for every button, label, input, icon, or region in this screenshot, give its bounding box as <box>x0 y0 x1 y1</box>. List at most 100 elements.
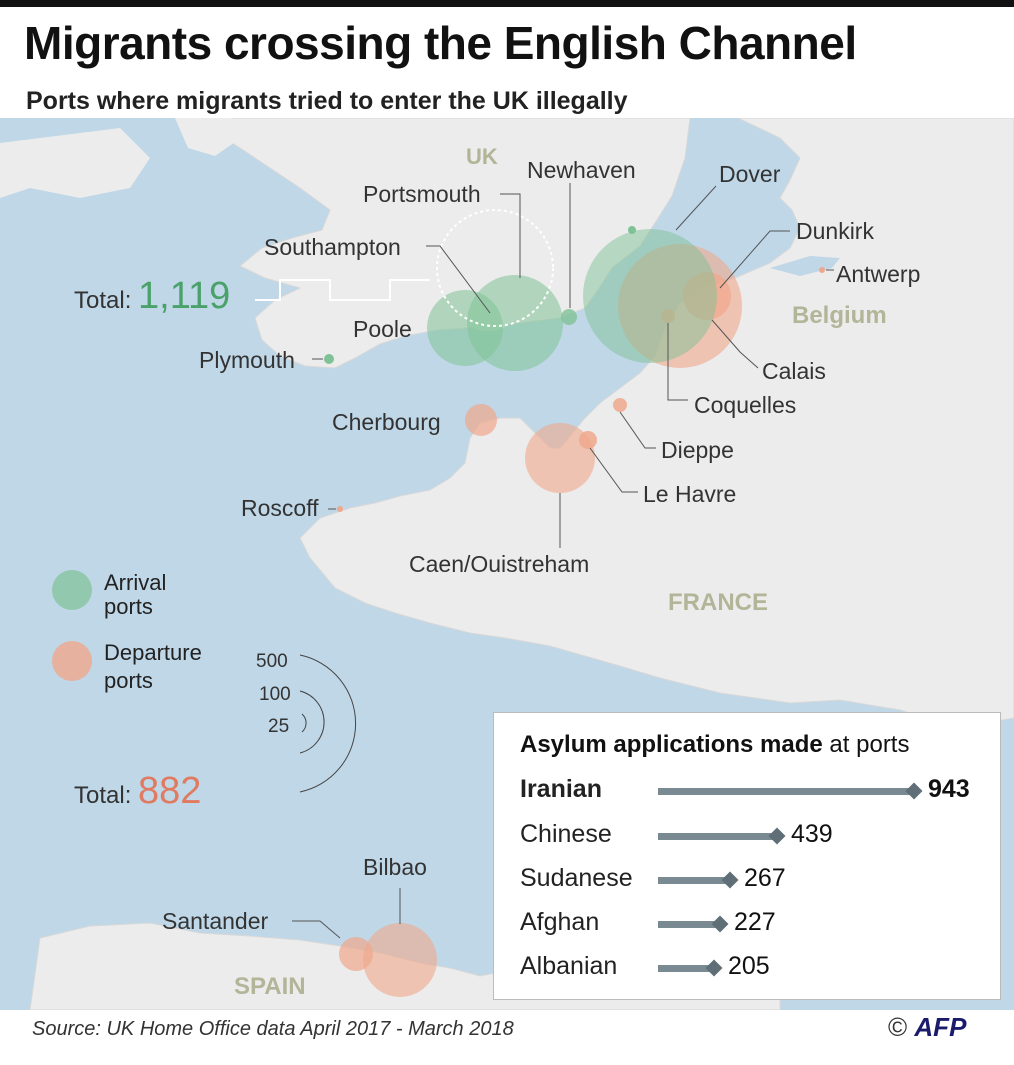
label-portsmouth: Portsmouth <box>363 181 481 207</box>
departure-bubble-roscoff <box>337 506 343 512</box>
departure-total: Total: 882 <box>74 770 201 812</box>
asylum-bar <box>658 833 777 840</box>
asylum-title-bold: Asylum applications made <box>520 731 823 758</box>
departure-bubble-le-havre <box>579 431 597 449</box>
asylum-row: Afghan 227 <box>494 904 1002 944</box>
asylum-row-label: Albanian <box>520 952 618 980</box>
scale-label-500: 500 <box>256 651 288 672</box>
label-dunkirk: Dunkirk <box>796 218 874 244</box>
legend-arrival-swatch <box>52 570 92 610</box>
leader-le-havre <box>589 447 638 493</box>
asylum-bar-marker <box>768 827 786 845</box>
asylum-bar-marker <box>905 782 923 800</box>
asylum-row-label: Afghan <box>520 908 600 936</box>
label-roscoff: Roscoff <box>241 495 319 521</box>
sea-scheldt <box>770 256 840 276</box>
arrival-bubble-dover-small <box>628 226 636 234</box>
asylum-bar <box>658 877 730 884</box>
label-coquelles: Coquelles <box>694 392 796 418</box>
asylum-row-value: 267 <box>744 864 786 892</box>
leader-southampton <box>426 245 491 314</box>
legend-departure-label-2: ports <box>104 668 153 693</box>
arrival-total-value: 1,119 <box>138 275 230 317</box>
label-southampton: Southampton <box>264 234 401 260</box>
asylum-bar <box>658 921 720 928</box>
country-label-uk: UK <box>466 144 498 169</box>
land-continent <box>299 118 1014 729</box>
label-antwerp: Antwerp <box>836 261 920 287</box>
asylum-row-label: Sudanese <box>520 864 633 892</box>
asylum-panel: Asylum applications made at ports Irania… <box>493 712 1001 1000</box>
departure-bubble-santander <box>339 937 373 971</box>
country-label-france: FRANCE <box>668 589 768 616</box>
label-newhaven: Newhaven <box>527 157 636 183</box>
leader-calais <box>711 319 759 369</box>
asylum-title-rest: at ports <box>822 731 910 758</box>
asylum-row-value: 227 <box>734 908 776 936</box>
page-title: Migrants crossing the English Channel <box>24 17 857 69</box>
legend-arrival-label-1: Arrival <box>104 570 166 595</box>
asylum-row-value: 205 <box>728 952 770 980</box>
label-dieppe: Dieppe <box>661 437 734 463</box>
label-bilbao: Bilbao <box>363 854 427 880</box>
country-label-spain: SPAIN <box>234 973 306 1000</box>
label-le-havre: Le Havre <box>643 481 736 507</box>
arrival-bubble-newhaven <box>561 309 577 325</box>
label-cherbourg: Cherbourg <box>332 409 441 435</box>
land-wales-south <box>175 118 238 156</box>
leader-portsmouth <box>500 193 521 278</box>
legend-departure-swatch <box>52 641 92 681</box>
asylum-row-value: 943 <box>928 775 970 803</box>
legend-arrival-label-2: ports <box>104 594 153 619</box>
departure-bubble-caen <box>525 423 595 493</box>
leader-dover <box>675 185 717 231</box>
asylum-bar <box>658 965 714 972</box>
arrival-total: Total: 1,119 <box>74 275 230 317</box>
asylum-row: Albanian 205 <box>494 948 1002 988</box>
leader-santander <box>292 920 341 939</box>
legend-departure-label-1: Departure <box>104 640 202 665</box>
asylum-bar <box>658 788 914 795</box>
asylum-bar-marker <box>711 915 729 933</box>
leader-dunkirk <box>719 230 790 289</box>
channel-map: UK Belgium FRANCE SPAIN Po <box>0 118 1014 1010</box>
label-caen: Caen/Ouistreham <box>409 551 589 577</box>
departure-bubble-cherbourg <box>465 404 497 436</box>
scale-arc-100 <box>299 690 325 754</box>
arrival-bubble-dover <box>583 229 717 363</box>
afp-logo: AFP <box>914 1012 967 1042</box>
departure-bubble-dieppe <box>613 398 627 412</box>
departure-bubble-antwerp <box>819 267 825 273</box>
arrival-bubble-plymouth <box>324 354 334 364</box>
leader-dieppe <box>619 411 656 449</box>
arrival-bubble-portsmouth <box>467 275 563 371</box>
scale-arc-25 <box>301 713 307 733</box>
arrival-total-connector <box>255 279 430 301</box>
label-calais: Calais <box>762 358 826 384</box>
source-note: Source: UK Home Office data April 2017 -… <box>32 1018 514 1040</box>
scale-arc-500 <box>299 654 357 793</box>
label-dover: Dover <box>719 161 781 187</box>
departure-total-value: 882 <box>138 770 201 812</box>
scale-label-25: 25 <box>268 716 289 737</box>
land-wales <box>0 128 150 198</box>
asylum-row: Sudanese 267 <box>494 860 1002 900</box>
scale-label-100: 100 <box>259 684 291 705</box>
country-label-belgium: Belgium <box>792 302 887 329</box>
top-rule <box>0 0 1014 7</box>
credit: © AFP <box>888 1012 966 1043</box>
label-santander: Santander <box>162 908 268 934</box>
ghost-bubble-portsmouth <box>436 209 554 327</box>
page-subtitle: Ports where migrants tried to enter the … <box>26 87 628 115</box>
asylum-title: Asylum applications made at ports <box>520 731 909 759</box>
asylum-row-value: 439 <box>791 820 833 848</box>
asylum-bar-marker <box>705 959 723 977</box>
label-plymouth: Plymouth <box>199 347 295 373</box>
label-poole: Poole <box>353 316 412 342</box>
departure-total-label: Total: <box>74 782 138 809</box>
departure-bubble-bilbao <box>363 923 437 997</box>
asylum-bar-marker <box>721 871 739 889</box>
asylum-row: Iranian 943 <box>494 771 1002 811</box>
arrival-total-label: Total: <box>74 287 138 314</box>
